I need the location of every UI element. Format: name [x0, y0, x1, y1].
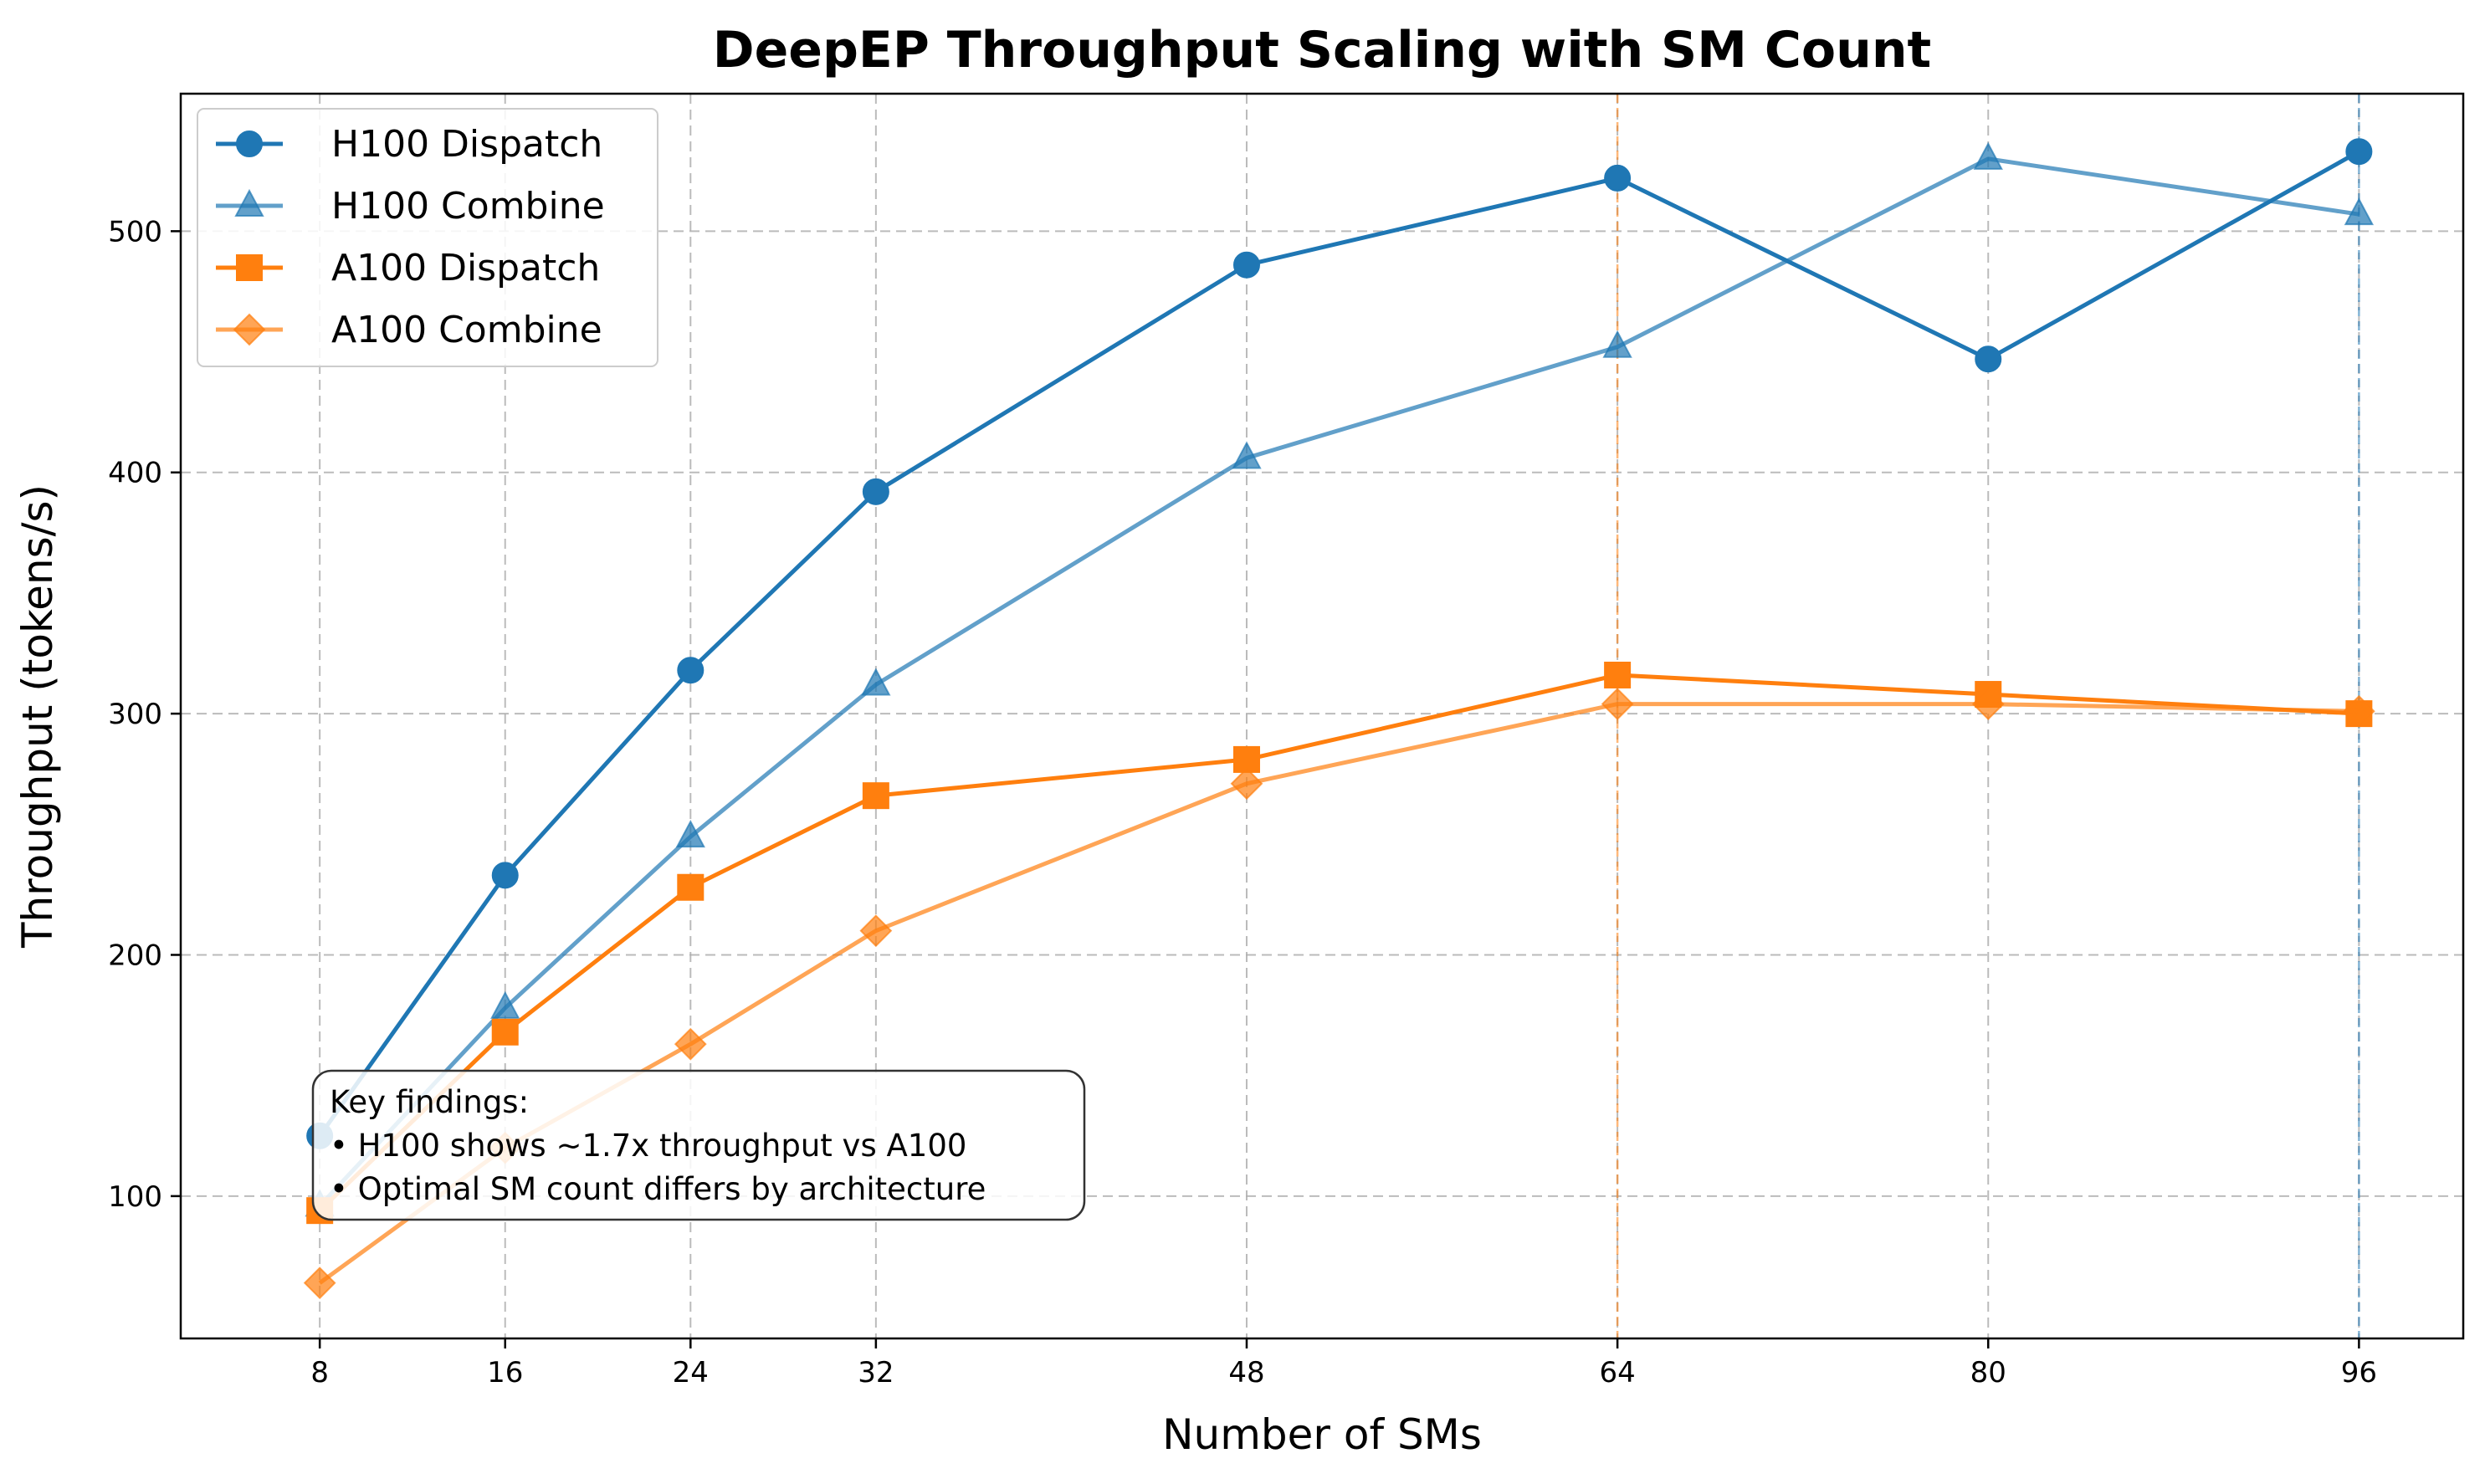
x-tick-label: 80 — [1970, 1356, 2006, 1389]
y-tick-label: 400 — [108, 457, 162, 490]
legend-entry: H100 Combine — [216, 185, 605, 228]
legend-label: H100 Combine — [331, 185, 605, 228]
annotation-box — [311, 1069, 1086, 1221]
data-point — [491, 862, 519, 889]
chart-title: DeepEP Throughput Scaling with SM Count — [713, 21, 1931, 79]
data-point — [2344, 197, 2375, 226]
data-point — [677, 873, 705, 901]
legend-marker — [233, 313, 266, 346]
y-axis-label: Throughput (tokens/s) — [13, 484, 62, 949]
data-point — [1601, 688, 1634, 720]
y-tick-label: 200 — [108, 939, 162, 972]
x-tick-label: 8 — [310, 1356, 329, 1389]
data-point — [674, 1027, 707, 1061]
x-tick-label: 64 — [1599, 1356, 1635, 1389]
data-point — [1604, 661, 1632, 688]
legend-marker — [236, 130, 263, 157]
data-point — [303, 1267, 336, 1300]
x-axis-label: Number of SMs — [1162, 1410, 1482, 1459]
key-findings-annotation: Key findings: • H100 shows ~1.7x throughp… — [311, 1069, 1086, 1221]
legend-label: H100 Dispatch — [331, 123, 602, 166]
legend-entry: H100 Dispatch — [216, 123, 602, 166]
data-point — [1232, 441, 1262, 469]
data-point — [862, 782, 889, 810]
y-tick-label: 300 — [108, 698, 162, 731]
data-point — [1971, 688, 2005, 720]
legend-label: A100 Combine — [331, 309, 602, 351]
data-point — [1975, 345, 2002, 373]
annotation-line: • Optimal SM count differs by architectu… — [330, 1171, 986, 1207]
plot-area-frame — [179, 92, 2465, 1340]
legend-marker — [236, 254, 263, 281]
data-point — [490, 990, 520, 1019]
x-tick-label: 16 — [487, 1356, 523, 1389]
series-line — [318, 673, 2359, 1212]
data-point — [1973, 141, 2003, 170]
legend-box — [197, 108, 658, 367]
data-point — [2342, 694, 2375, 728]
data-point — [859, 914, 893, 948]
legend-entry: A100 Dispatch — [216, 247, 600, 289]
data-point — [861, 668, 891, 696]
y-tick-label: 500 — [108, 215, 162, 248]
legend-entry: A100 Combine — [216, 309, 602, 351]
data-point — [1604, 164, 1632, 192]
data-point — [2345, 138, 2373, 166]
x-tick-label: 32 — [858, 1356, 894, 1389]
annotation-line: Key findings: — [330, 1084, 529, 1120]
data-point — [1602, 330, 1632, 358]
data-point — [1230, 767, 1263, 801]
axis-ticks: 8 16 24 32 48 64 80 96 100 200 300 400 500 — [108, 215, 2377, 1389]
data-point — [862, 478, 889, 505]
y-tick-label: 100 — [108, 1180, 162, 1214]
data-point — [491, 1018, 519, 1046]
data-point — [677, 657, 705, 684]
x-tick-label: 24 — [673, 1356, 709, 1389]
x-tick-label: 48 — [1228, 1356, 1264, 1389]
series-line — [318, 156, 2359, 1208]
legend: H100 Dispatch H100 Combine A100 Dispatch A1… — [197, 108, 658, 367]
data-point — [675, 820, 705, 848]
vertical-markers — [1616, 94, 2360, 1338]
legend-label: A100 Dispatch — [331, 247, 600, 289]
annotation-line: • H100 shows ~1.7x throughput vs A100 — [330, 1128, 966, 1164]
data-point — [1232, 251, 1260, 279]
x-tick-label: 96 — [2341, 1356, 2377, 1389]
legend-marker — [234, 188, 264, 217]
series-line — [318, 150, 2360, 1138]
